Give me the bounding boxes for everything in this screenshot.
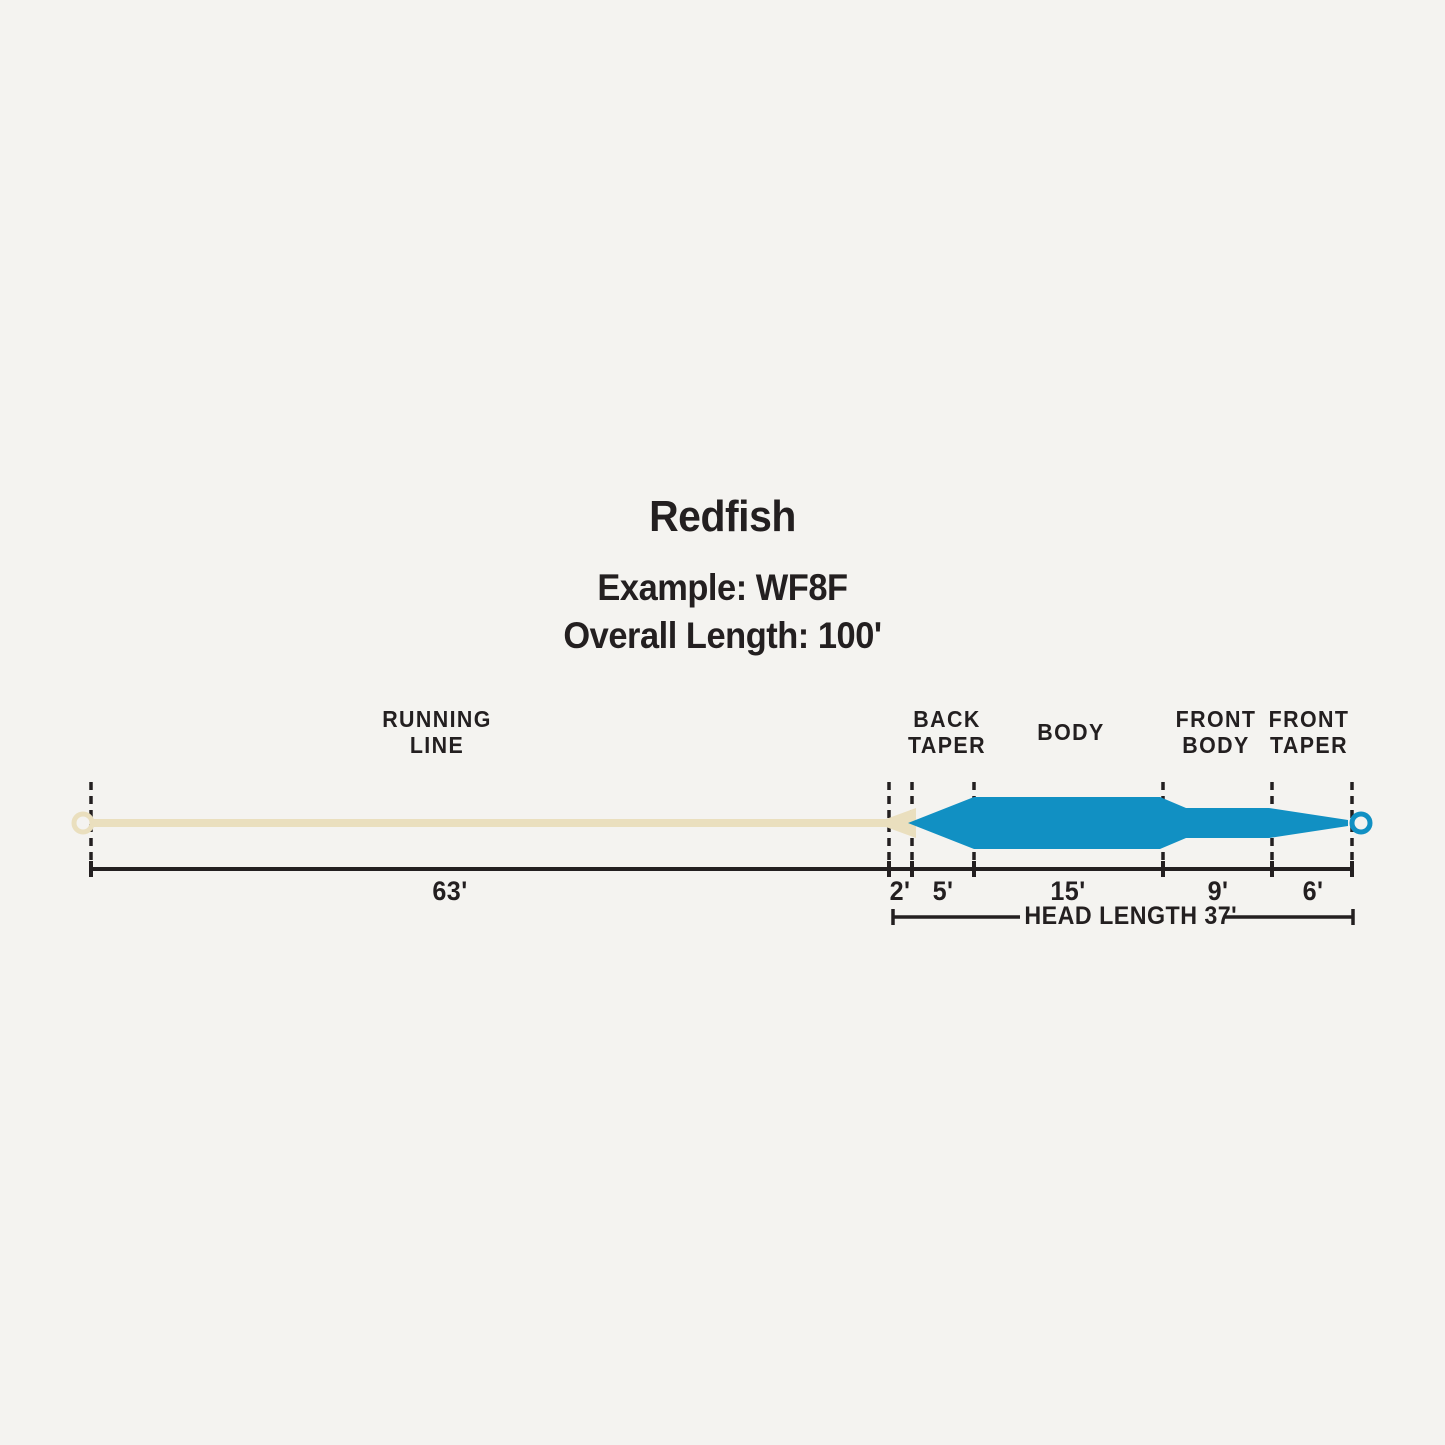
section-label-body: BODY	[978, 719, 1164, 745]
page-title: Redfish	[649, 492, 796, 541]
section-label-line: BODY	[1182, 732, 1250, 758]
section-label-line: BACK	[913, 706, 981, 732]
example-line-subtitle: Example: WF8F	[597, 567, 848, 608]
back-taper-rear-wedge-shape	[886, 808, 916, 838]
section-label-line: BODY	[1037, 719, 1105, 745]
measure-body: 15'	[1050, 876, 1086, 906]
section-label-line: TAPER	[908, 732, 986, 758]
section-label-running-line: RUNNING LINE	[344, 706, 530, 758]
measure-front-taper: 6'	[1302, 876, 1324, 906]
section-label-back-taper: BACK TAPER	[854, 706, 1040, 758]
section-label-line: LINE	[409, 732, 465, 758]
rear-welded-loop-icon	[71, 811, 95, 835]
front-welded-loop-icon	[1349, 811, 1373, 835]
measurement-ruler	[89, 861, 1354, 877]
running-line-shape	[91, 819, 889, 827]
section-label-line: FRONT	[1268, 706, 1350, 732]
measure-back-taper: 5'	[932, 876, 954, 906]
section-label-front-taper: FRONT TAPER	[1216, 706, 1402, 758]
measure-back-taper-rear: 2'	[889, 876, 911, 906]
measure-running-line: 63'	[432, 876, 468, 906]
head-length-bracket	[891, 909, 1355, 925]
section-label-line: RUNNING	[382, 706, 492, 732]
section-label-front-body: FRONT BODY	[1123, 706, 1309, 758]
head-profile-shape	[908, 797, 1348, 849]
overall-length-subtitle: Overall Length: 100'	[563, 615, 882, 656]
measure-front-body: 9'	[1207, 876, 1229, 906]
section-label-line: FRONT	[1175, 706, 1257, 732]
head-length-label: HEAD LENGTH 37'	[1024, 902, 1238, 930]
section-label-line: TAPER	[1270, 732, 1348, 758]
